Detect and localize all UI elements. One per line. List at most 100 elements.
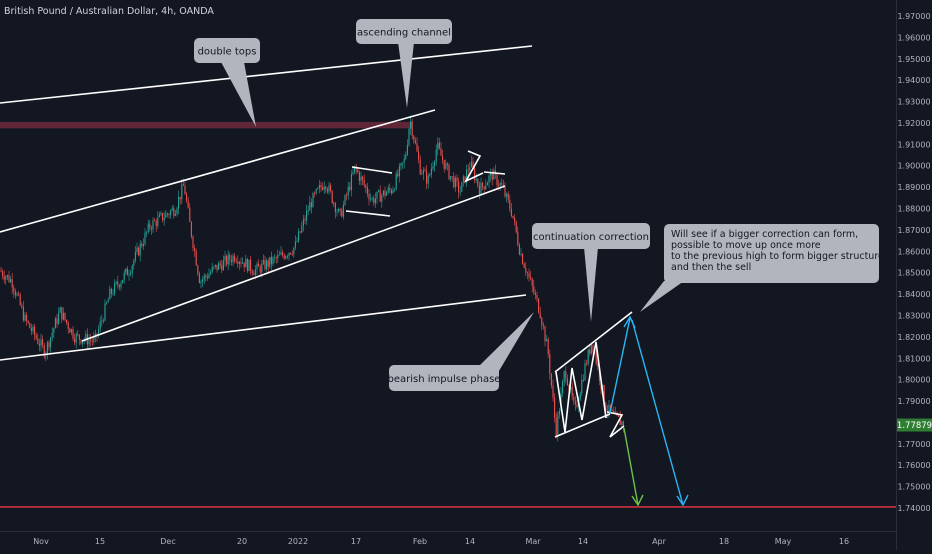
candle <box>37 333 39 345</box>
candle-body <box>354 165 356 173</box>
candle <box>288 252 290 261</box>
resistance-zone[interactable] <box>0 121 412 129</box>
blue-projection-down-line[interactable] <box>631 319 684 506</box>
candle-body <box>296 241 298 243</box>
candle-body <box>18 293 20 295</box>
blue-projection-up-line[interactable] <box>609 317 631 414</box>
candle-body <box>182 184 184 186</box>
candle <box>486 181 488 186</box>
candle-body <box>96 333 98 336</box>
time-axis[interactable]: Nov 15 Dec 20 2022 17 Feb 14 Mar 14 Apr 18 May 16 <box>0 531 896 550</box>
candle-body <box>485 185 487 190</box>
lower-trendline[interactable] <box>0 294 527 361</box>
candle <box>480 177 482 195</box>
callout-pointer <box>584 247 598 322</box>
callout-text: double tops <box>198 47 257 58</box>
candle-body <box>272 257 274 265</box>
callout-text: Will see if a bigger correction can form… <box>671 229 884 273</box>
candle <box>216 264 218 273</box>
candle <box>246 257 248 273</box>
callout-text-line: possible to move up once more <box>671 240 821 251</box>
wedge-zigzag[interactable] <box>555 341 607 433</box>
candle-body <box>472 161 474 169</box>
candle-body <box>341 210 343 217</box>
callout-continuation-correction[interactable]: continuation correction <box>532 223 650 322</box>
candle <box>477 178 479 189</box>
candle <box>528 268 530 282</box>
candle-body <box>8 275 10 282</box>
candle <box>98 324 100 339</box>
candle-body <box>427 175 429 184</box>
callout-bearish-impulse-phase[interactable]: bearish impulse phase <box>388 312 534 391</box>
candle <box>22 300 24 322</box>
flag-pattern-1-top[interactable] <box>483 171 506 175</box>
ascending-channel-bottom-line[interactable] <box>81 185 506 342</box>
callout-ascending-channel[interactable]: ascending channel <box>356 19 452 108</box>
candle-body <box>566 378 568 386</box>
candle-body <box>61 307 63 320</box>
candle-body <box>568 385 570 390</box>
green-projection-line[interactable] <box>623 427 639 506</box>
candle-body <box>581 379 583 394</box>
candle <box>34 323 36 341</box>
candle-body <box>264 260 266 270</box>
candle-body <box>30 328 32 332</box>
candle <box>408 127 410 148</box>
candle <box>19 292 21 306</box>
candle <box>59 306 61 314</box>
callout-text: ascending channel <box>357 28 451 39</box>
callout-box <box>532 223 650 249</box>
candle <box>384 186 386 200</box>
flag-pattern-2[interactable] <box>606 411 625 438</box>
ascending-channel-top-line[interactable] <box>0 109 436 233</box>
candle <box>178 190 180 215</box>
candle-body <box>70 329 72 333</box>
candle-body <box>224 256 226 261</box>
price-axis[interactable]: 1.97000 1.96000 1.95000 1.94000 1.93000 1.920… <box>896 0 932 550</box>
candle-body <box>491 172 493 180</box>
candle <box>589 344 591 357</box>
candle <box>74 333 76 346</box>
candle <box>274 253 276 263</box>
candle-body <box>414 140 416 144</box>
callout-box <box>389 365 499 391</box>
candle-body <box>347 186 349 196</box>
candle <box>48 339 50 352</box>
candle <box>563 370 565 387</box>
candle <box>595 350 597 366</box>
callout-text: continuation correction <box>533 232 649 243</box>
wedge-upper-line[interactable] <box>554 311 633 373</box>
candle-body <box>219 263 221 266</box>
price-tick-label: 1.86000 <box>897 247 930 256</box>
callout-double-tops[interactable]: double tops <box>194 38 260 127</box>
candle-body <box>254 269 256 275</box>
upper-channel-line[interactable] <box>0 45 533 104</box>
candle <box>390 188 392 196</box>
candle <box>262 254 264 266</box>
candle <box>514 214 516 226</box>
time-tick-label: 14 <box>465 537 475 546</box>
candle <box>224 250 226 267</box>
candle <box>368 188 370 206</box>
candle-body <box>275 257 277 259</box>
price-tick-label: 1.77000 <box>897 440 930 449</box>
wedge-lower-line[interactable] <box>554 413 611 438</box>
candle <box>306 204 308 225</box>
range-top-line[interactable] <box>351 166 393 174</box>
candle-body <box>123 272 125 281</box>
candle-body <box>386 192 388 196</box>
candle <box>414 137 416 145</box>
candle <box>450 176 452 182</box>
callout-bigger-correction[interactable]: Will see if a bigger correction can form… <box>640 224 884 312</box>
range-bottom-line[interactable] <box>345 210 391 217</box>
candle <box>136 242 138 255</box>
candle-body <box>549 354 551 374</box>
candle <box>106 301 108 305</box>
candle-body <box>469 167 471 171</box>
candle <box>326 187 328 195</box>
candle-body <box>173 208 175 216</box>
candle-body <box>338 208 340 212</box>
flag-pattern-1[interactable] <box>464 150 484 183</box>
candle <box>419 155 421 176</box>
